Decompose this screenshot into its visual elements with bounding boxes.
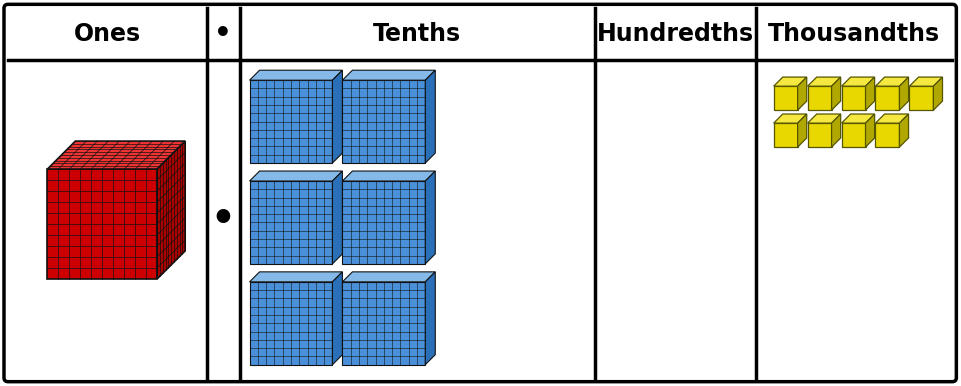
- Polygon shape: [899, 77, 907, 110]
- Polygon shape: [830, 114, 840, 147]
- Polygon shape: [425, 272, 434, 365]
- Polygon shape: [47, 169, 157, 279]
- FancyBboxPatch shape: [4, 4, 955, 382]
- Polygon shape: [773, 114, 806, 123]
- Polygon shape: [875, 77, 907, 86]
- Polygon shape: [875, 86, 899, 110]
- Polygon shape: [249, 282, 333, 365]
- Polygon shape: [249, 80, 333, 163]
- Text: Tenths: Tenths: [373, 22, 461, 46]
- Polygon shape: [333, 272, 342, 365]
- Polygon shape: [908, 86, 932, 110]
- Polygon shape: [342, 80, 425, 163]
- Polygon shape: [841, 77, 874, 86]
- Polygon shape: [47, 141, 185, 169]
- Polygon shape: [249, 171, 342, 181]
- Text: Hundredths: Hundredths: [596, 22, 753, 46]
- Polygon shape: [249, 181, 333, 264]
- Polygon shape: [773, 77, 806, 86]
- Polygon shape: [773, 86, 797, 110]
- Polygon shape: [830, 77, 840, 110]
- Polygon shape: [932, 77, 942, 110]
- Polygon shape: [157, 141, 185, 279]
- Polygon shape: [249, 70, 342, 80]
- Polygon shape: [875, 123, 899, 147]
- Polygon shape: [249, 272, 342, 282]
- Text: Thousandths: Thousandths: [767, 22, 939, 46]
- Polygon shape: [342, 272, 434, 282]
- Polygon shape: [865, 77, 874, 110]
- Polygon shape: [841, 114, 874, 123]
- Polygon shape: [425, 171, 434, 264]
- Polygon shape: [342, 181, 425, 264]
- Polygon shape: [841, 123, 865, 147]
- Polygon shape: [807, 77, 840, 86]
- Text: Ones: Ones: [74, 22, 140, 46]
- Polygon shape: [875, 114, 907, 123]
- Polygon shape: [865, 114, 874, 147]
- Polygon shape: [807, 114, 840, 123]
- Polygon shape: [841, 86, 865, 110]
- Polygon shape: [908, 77, 942, 86]
- Polygon shape: [773, 123, 797, 147]
- Polygon shape: [899, 114, 907, 147]
- Polygon shape: [333, 70, 342, 163]
- Text: •: •: [214, 20, 232, 48]
- Polygon shape: [797, 114, 806, 147]
- Polygon shape: [342, 171, 434, 181]
- Polygon shape: [807, 86, 830, 110]
- Polygon shape: [342, 282, 425, 365]
- Polygon shape: [342, 70, 434, 80]
- Polygon shape: [425, 70, 434, 163]
- Polygon shape: [807, 123, 830, 147]
- Text: •: •: [210, 200, 235, 238]
- Polygon shape: [333, 171, 342, 264]
- Polygon shape: [797, 77, 806, 110]
